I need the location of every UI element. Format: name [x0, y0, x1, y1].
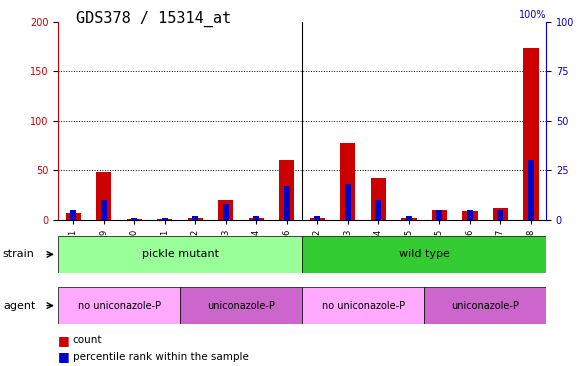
Bar — [462, 211, 478, 220]
Bar — [310, 218, 325, 220]
Bar — [302, 287, 424, 324]
Text: ■: ■ — [58, 350, 70, 363]
Text: count: count — [73, 335, 102, 346]
Bar — [70, 210, 76, 220]
Bar — [58, 236, 302, 273]
Bar — [253, 216, 259, 220]
Bar — [223, 204, 229, 220]
Text: agent: agent — [3, 300, 35, 311]
Bar — [218, 200, 234, 220]
Bar — [467, 210, 473, 220]
Bar — [101, 200, 107, 220]
Bar — [371, 178, 386, 220]
Bar — [302, 236, 546, 273]
Bar — [180, 287, 302, 324]
Text: no uniconazole-P: no uniconazole-P — [77, 300, 161, 311]
Bar — [66, 213, 81, 220]
Text: uniconazole-P: uniconazole-P — [451, 300, 519, 311]
Bar — [96, 172, 112, 220]
Bar — [127, 219, 142, 220]
Bar — [340, 142, 356, 220]
Bar — [157, 219, 173, 220]
Bar — [493, 208, 508, 220]
Bar — [375, 200, 381, 220]
Bar — [497, 210, 503, 220]
Bar — [432, 210, 447, 220]
Bar — [188, 218, 203, 220]
Bar — [528, 160, 534, 220]
Bar — [284, 186, 290, 220]
Text: ■: ■ — [58, 334, 70, 347]
Bar — [523, 48, 539, 220]
Bar — [249, 218, 264, 220]
Text: uniconazole-P: uniconazole-P — [207, 300, 275, 311]
Bar — [406, 216, 412, 220]
Text: wild type: wild type — [399, 249, 450, 259]
Text: 100%: 100% — [519, 10, 546, 20]
Text: no uniconazole-P: no uniconazole-P — [321, 300, 405, 311]
Bar — [314, 216, 321, 220]
Bar — [131, 218, 137, 220]
Bar — [401, 218, 417, 220]
Text: percentile rank within the sample: percentile rank within the sample — [73, 352, 249, 362]
Bar — [436, 210, 442, 220]
Bar — [162, 218, 168, 220]
Text: strain: strain — [3, 249, 35, 259]
Bar — [424, 287, 546, 324]
Bar — [192, 216, 198, 220]
Bar — [279, 160, 295, 220]
Bar — [345, 184, 351, 220]
Text: pickle mutant: pickle mutant — [142, 249, 218, 259]
Text: GDS378 / 15314_at: GDS378 / 15314_at — [76, 11, 231, 27]
Bar — [58, 287, 180, 324]
